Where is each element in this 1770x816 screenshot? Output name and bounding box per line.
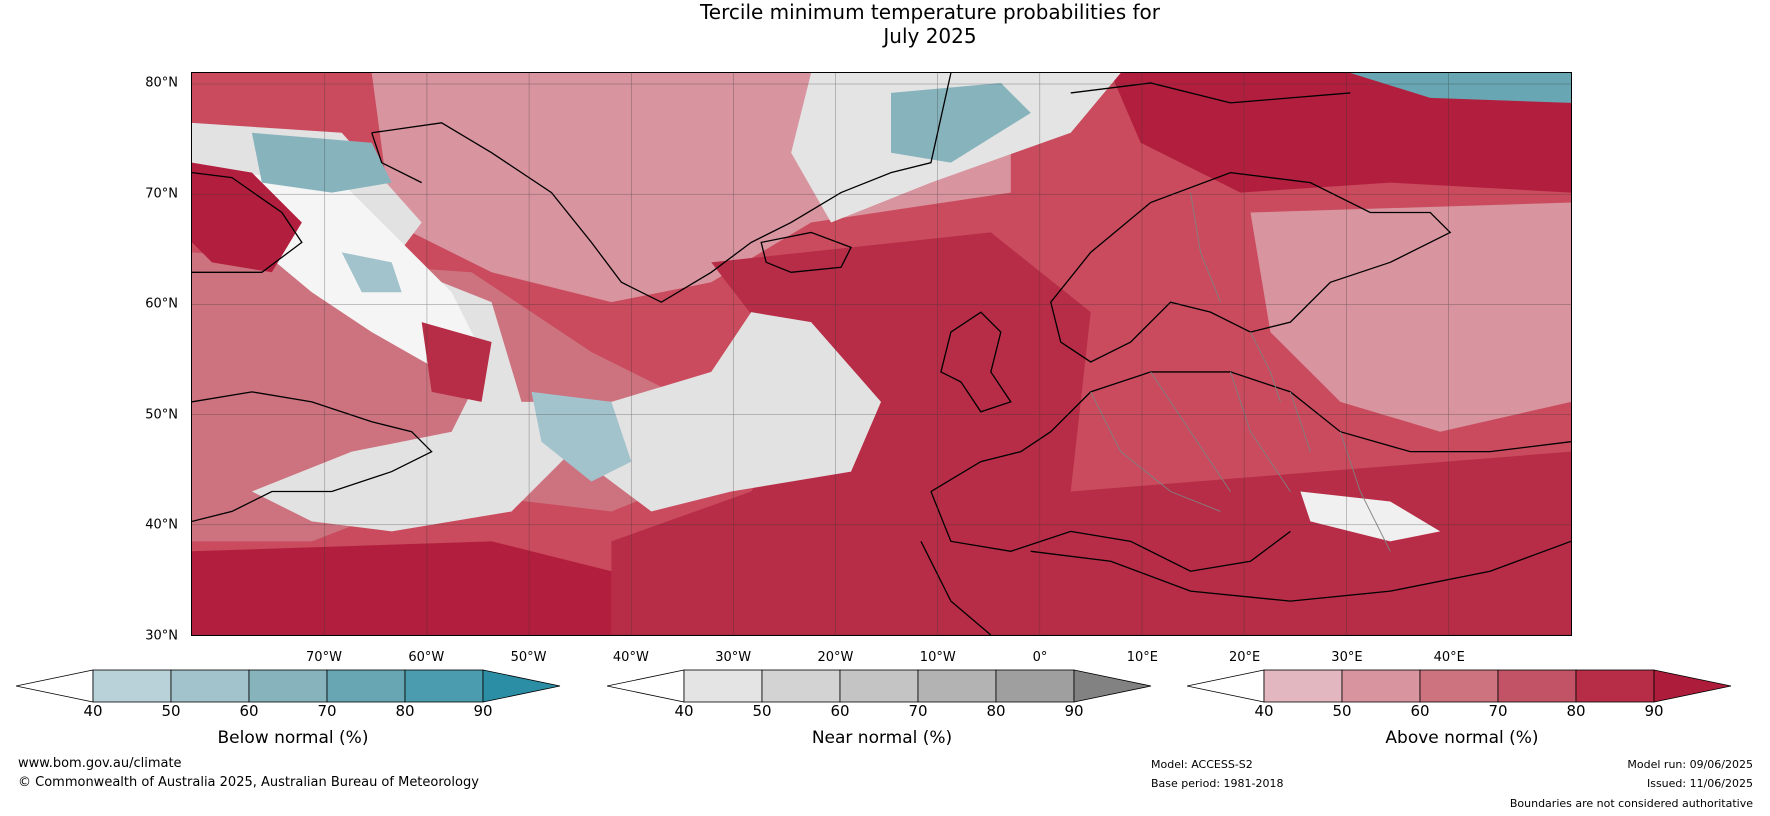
- latitude-label: 70°N: [145, 186, 178, 202]
- colorbar-segment: [92, 669, 172, 703]
- colorbar-tick-label: 70: [908, 702, 928, 720]
- title-line-2: July 2025: [883, 24, 977, 48]
- longitude-label: 50°W: [510, 650, 547, 665]
- longitude-label: 40°E: [1433, 650, 1465, 665]
- colorbar-segment: [404, 669, 484, 703]
- colorbar-tick-label: 40: [1254, 702, 1274, 720]
- longitude-label: 60°W: [408, 650, 445, 665]
- longitude-label: 30°W: [715, 650, 752, 665]
- baffin-coast: [192, 172, 303, 273]
- colorbar-tick-label: 50: [161, 702, 181, 720]
- title-line-1: Tercile minimum temperature probabilitie…: [699, 0, 1161, 24]
- colorbar-tick-label: 50: [752, 702, 772, 720]
- colorbar-segment: [1263, 669, 1343, 703]
- colorbar-lower-extension: [607, 669, 685, 703]
- longitude-label: 70°W: [306, 650, 342, 665]
- colorbar-segment: [917, 669, 997, 703]
- british-isles-coast: [940, 311, 1012, 413]
- north-africa-coast: [920, 540, 1571, 635]
- colorbar-title-near: Near normal (%): [811, 728, 953, 748]
- colorbar-upper-extension: [482, 669, 561, 703]
- longitude-label: 40°W: [612, 650, 649, 665]
- probability-map: [191, 72, 1572, 636]
- colorbar-segment: [995, 669, 1075, 703]
- colorbar-tick-label: 80: [395, 702, 415, 720]
- colorbar-tick-label: 80: [1566, 702, 1586, 720]
- greenland-coast: [371, 73, 952, 303]
- colorbar-segment: [326, 669, 406, 703]
- field-zone-deep-baffin: [192, 162, 302, 273]
- colorbar-below-normal: [16, 669, 561, 703]
- colorbar-tick-label: 90: [1644, 702, 1664, 720]
- iceland-coast: [760, 231, 852, 273]
- colorbar-tick-label: 80: [986, 702, 1006, 720]
- colorbar-near-normal: [607, 669, 1152, 703]
- website-link[interactable]: www.bom.gov.au/climate: [18, 756, 182, 771]
- model-name: Model: ACCESS-S2: [1151, 758, 1253, 771]
- country-borders: [1090, 192, 1391, 552]
- colorbar-segment: [1575, 669, 1655, 703]
- colorbar-segment: [1341, 669, 1421, 703]
- latitude-label: 40°N: [145, 517, 178, 533]
- model-run-date: Model run: 09/06/2025: [1627, 758, 1753, 771]
- europe-coast: [930, 371, 1571, 572]
- graticule: [192, 73, 1571, 635]
- copyright-text: © Commonwealth of Australia 2025, Austra…: [18, 775, 479, 790]
- colorbar-tick-label: 70: [1488, 702, 1508, 720]
- field-zone-below-normal-4: [531, 391, 632, 482]
- colorbar-above-normal: [1187, 669, 1732, 703]
- colorbar-segment: [839, 669, 919, 703]
- colorbar-segment: [1419, 669, 1499, 703]
- colorbar-title-below: Below normal (%): [217, 728, 369, 748]
- longitude-label: 30°E: [1331, 650, 1363, 665]
- north-america-coast: [192, 391, 433, 523]
- field-zone-deep-labrador-sea: [421, 322, 492, 402]
- colorbar-segment: [248, 669, 328, 703]
- colorbar-tick-label: 60: [1410, 702, 1430, 720]
- colorbar-title-above: Above normal (%): [1385, 728, 1539, 748]
- longitude-label: 20°E: [1229, 650, 1261, 665]
- colorbar-tick-label: 50: [1332, 702, 1352, 720]
- longitude-label: 10°E: [1126, 650, 1158, 665]
- colorbar-tick-label: 60: [830, 702, 850, 720]
- coastlines: [192, 73, 1571, 635]
- field-zone-below-normal-1: [251, 132, 392, 193]
- colorbar-tick-label: 70: [317, 702, 337, 720]
- base-period: Base period: 1981-2018: [1151, 777, 1284, 790]
- latitude-label: 30°N: [145, 628, 178, 644]
- colorbar-tick-label: 40: [674, 702, 694, 720]
- arctic-coast: [1070, 82, 1351, 104]
- issued-date: Issued: 11/06/2025: [1646, 777, 1753, 790]
- longitude-label: 0°: [1032, 650, 1048, 665]
- field-zone-below-normal-2: [890, 82, 1031, 163]
- latitude-label: 60°N: [145, 296, 178, 312]
- field-zone-deep-med: [950, 451, 1571, 635]
- colorbar-lower-extension: [16, 669, 94, 703]
- colorbar-lower-extension: [1187, 669, 1265, 703]
- colorbar-segment: [683, 669, 763, 703]
- field-zone-deep-northeast: [1110, 73, 1571, 193]
- field-zone-deep-south: [192, 541, 612, 635]
- colorbar-tick-label: 90: [473, 702, 493, 720]
- colorbar-tick-label: 90: [1064, 702, 1084, 720]
- map-title: Tercile minimum temperature probabilitie…: [0, 0, 1770, 48]
- colorbar-segment: [1497, 669, 1577, 703]
- colorbar-segment: [761, 669, 841, 703]
- latitude-label: 80°N: [145, 75, 178, 91]
- scandinavia-coast: [1050, 171, 1452, 363]
- colorbar-upper-extension: [1653, 669, 1732, 703]
- field-zone-white-med: [1300, 491, 1441, 542]
- field-zone-below-normal-5: [341, 252, 402, 293]
- longitude-label: 20°W: [817, 650, 854, 665]
- boundaries-disclaimer: Boundaries are not considered authoritat…: [1509, 797, 1753, 810]
- field-zone-below-normal-3: [1350, 73, 1571, 103]
- longitude-label: 10°W: [919, 650, 956, 665]
- colorbar-segment: [170, 669, 250, 703]
- colorbar-tick-label: 60: [239, 702, 259, 720]
- latitude-label: 50°N: [145, 407, 178, 423]
- colorbar-tick-label: 40: [83, 702, 103, 720]
- latitude-axis: 80°N 70°N 60°N 50°N 40°N 30°N: [100, 70, 178, 644]
- colorbar-upper-extension: [1073, 669, 1152, 703]
- field-zone-light-east: [1250, 202, 1571, 432]
